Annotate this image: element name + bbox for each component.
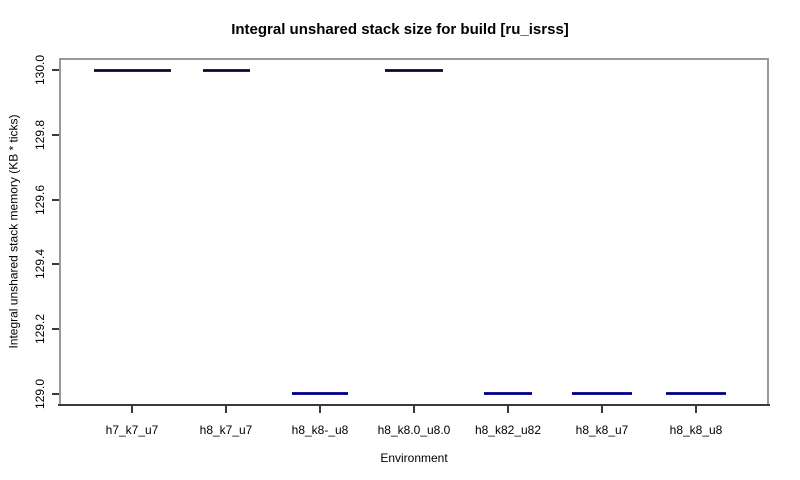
- y-tick-mark: [52, 134, 59, 136]
- plot-area: [59, 58, 769, 406]
- y-tick-mark: [52, 69, 59, 71]
- y-tick-label: 130.0: [33, 54, 47, 86]
- box-median-line: [484, 392, 532, 395]
- x-tick-mark: [413, 406, 415, 413]
- y-tick-label: 129.4: [33, 248, 47, 280]
- x-tick-mark: [225, 406, 227, 413]
- x-tick-mark: [601, 406, 603, 413]
- y-axis-label: Integral unshared stack memory (KB * tic…: [6, 114, 21, 349]
- x-category-label: h7_k7_u7: [105, 423, 159, 437]
- x-category-label: h8_k8_u7: [575, 423, 629, 437]
- y-tick-label: 129.2: [33, 313, 47, 345]
- x-category-label: h8_k7_u7: [199, 423, 253, 437]
- y-tick-label: 129.8: [33, 119, 47, 151]
- x-category-label: h8_k8.0_u8.0: [377, 423, 451, 437]
- y-tick-label: 129.6: [33, 184, 47, 216]
- x-axis-line: [58, 404, 770, 406]
- box-median-line: [203, 69, 250, 72]
- y-tick-label: 129.0: [33, 378, 47, 410]
- x-category-label: h8_k8-_u8: [291, 423, 349, 437]
- chart-title: Integral unshared stack size for build […: [231, 21, 569, 38]
- x-tick-mark: [507, 406, 509, 413]
- x-category-label: h8_k82_u82: [474, 423, 542, 437]
- box-median-line: [292, 392, 348, 395]
- box-median-line: [572, 392, 632, 395]
- box-median-line: [666, 392, 726, 395]
- box-median-line: [385, 69, 443, 72]
- y-tick-mark: [52, 199, 59, 201]
- x-category-label: h8_k8_u8: [669, 423, 723, 437]
- y-tick-mark: [52, 328, 59, 330]
- x-tick-mark: [695, 406, 697, 413]
- y-tick-mark: [52, 393, 59, 395]
- x-tick-mark: [131, 406, 133, 413]
- y-tick-mark: [52, 263, 59, 265]
- box-median-line: [94, 69, 171, 72]
- x-tick-mark: [319, 406, 321, 413]
- x-axis-label: Environment: [380, 451, 448, 465]
